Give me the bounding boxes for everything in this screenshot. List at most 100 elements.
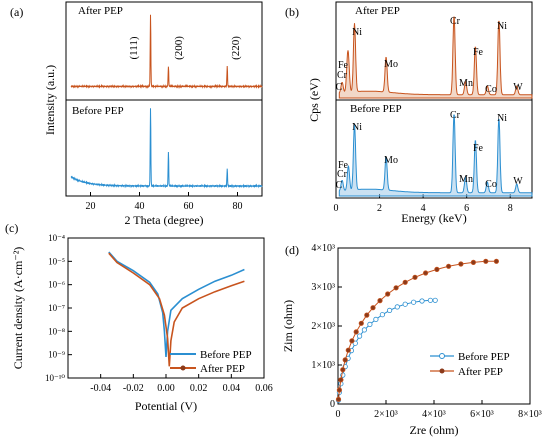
element-label-before: Co bbox=[485, 179, 497, 190]
annotation-111: (111) bbox=[128, 36, 140, 59]
chart-d-point-after bbox=[393, 285, 399, 291]
chart-d-point-after bbox=[458, 261, 464, 267]
chart-d-series bbox=[335, 258, 499, 403]
chart-c-ytick-label: 10⁻⁷ bbox=[48, 303, 65, 313]
chart-c-ytick-label: 10⁻⁶ bbox=[48, 280, 65, 290]
chart-d-point-after bbox=[335, 396, 342, 402]
element-label-before: Ni bbox=[352, 122, 362, 133]
chart-d-point-after bbox=[349, 338, 355, 344]
chart-d-ytick-label: 4×10³ bbox=[311, 243, 335, 254]
panel-label-a: (a) bbox=[10, 5, 23, 19]
chart-d-frame bbox=[337, 247, 531, 405]
chart-c-legend: Before PEP After PEP bbox=[170, 349, 252, 375]
chart-d-xtick-label: 2×10³ bbox=[374, 409, 398, 420]
chart-c-ytick-label: 10⁻¹⁰ bbox=[45, 373, 65, 383]
element-label-before: Mo bbox=[384, 155, 398, 166]
chart-d-point-after bbox=[358, 320, 364, 326]
chart-d-point-after bbox=[377, 297, 383, 304]
element-label-before: Cr bbox=[337, 169, 348, 180]
chart-c-line-after bbox=[108, 252, 245, 367]
chart-c-xlabel: Potential (V) bbox=[135, 399, 197, 413]
element-label-before: C bbox=[336, 180, 343, 191]
chart-b-xtick-label: 4 bbox=[421, 203, 426, 214]
element-label-after: Fe bbox=[473, 47, 484, 58]
chart-d-point-before bbox=[432, 297, 438, 303]
chart-d-point-before bbox=[361, 327, 367, 333]
legend-d-after-label: After PEP bbox=[458, 366, 503, 378]
chart-d-xtick-label: 8×10³ bbox=[518, 409, 542, 420]
chart-d-xtick-label: 0 bbox=[336, 409, 341, 420]
chart-d-point-after bbox=[336, 387, 342, 393]
chart-a-frame bbox=[65, 1, 263, 197]
chart-d-ticks: 0 2×10³ 4×10³ 6×10³ 8×10³ 0 1×10³ 2×10³ 3×10³ 4×1… bbox=[311, 243, 541, 420]
chart-b-xtick-label: 2 bbox=[377, 203, 382, 214]
chart-d-xtick-label: 6×10³ bbox=[470, 409, 494, 420]
chart-a-ylabel: Intensity (a.u.) bbox=[43, 65, 57, 135]
chart-d-point-after bbox=[470, 259, 476, 265]
chart-d-point-after bbox=[370, 305, 376, 311]
legend-after-marker bbox=[180, 365, 186, 371]
chart-c-xtick-label: -0.04 bbox=[90, 383, 111, 394]
chart-d-point-before bbox=[356, 333, 363, 339]
legend-d-before-label: Before PEP bbox=[458, 351, 510, 363]
chart-d: 0 2×10³ 4×10³ 6×10³ 8×10³ 0 1×10³ 2×10³ 3×10³ 4×1… bbox=[281, 243, 542, 437]
chart-c-xtick-label: -0.02 bbox=[123, 383, 144, 394]
chart-c-line-before bbox=[108, 251, 245, 358]
chart-d-point-after bbox=[353, 329, 359, 335]
annotation-220: (220) bbox=[230, 36, 242, 60]
chart-d-ytick-label: 0 bbox=[330, 399, 335, 410]
chart-d-point-before bbox=[419, 298, 425, 304]
chart-d-xlabel: Zre (ohm) bbox=[410, 423, 459, 437]
chart-d-point-after bbox=[342, 357, 348, 363]
chart-a-xlabel: 2 Theta (degree) bbox=[124, 213, 203, 227]
chart-a-series bbox=[70, 14, 263, 189]
element-label-after: C bbox=[336, 82, 343, 93]
chart-c-xtick-label: 0.06 bbox=[255, 383, 273, 394]
element-label-after: Mo bbox=[384, 59, 398, 70]
element-label-after: Mn bbox=[459, 78, 473, 89]
element-label-before: Mn bbox=[459, 174, 473, 185]
chart-d-point-before bbox=[352, 340, 358, 346]
chart-c-xtick-label: 0.04 bbox=[223, 383, 241, 394]
chart-d-ytick-label: 2×10³ bbox=[311, 321, 335, 332]
chart-c-ytick-label: 10⁻⁹ bbox=[48, 350, 65, 360]
chart-b-after-label: After PEP bbox=[355, 5, 400, 17]
element-label-after: Ni bbox=[352, 27, 362, 38]
chart-d-ytick-label: 3×10³ bbox=[311, 282, 335, 293]
chart-c-ytick-label: 10⁻⁸ bbox=[48, 326, 65, 336]
chart-c-ticks: -0.04 -0.02 0.00 0.02 0.04 0.06 10⁻¹⁰ 10⁻⁹ 10⁻⁸ 1… bbox=[45, 233, 273, 394]
element-label-before: W bbox=[513, 176, 523, 187]
element-label-after: W bbox=[513, 82, 523, 93]
legend-before-label: Before PEP bbox=[200, 349, 252, 361]
chart-d-point-before bbox=[402, 301, 408, 307]
chart-d-point-after bbox=[340, 367, 346, 373]
chart-b-xtick-label: 6 bbox=[464, 203, 469, 214]
element-label-after: Ni bbox=[497, 21, 507, 32]
chart-a-after-label: After PEP bbox=[78, 5, 123, 17]
chart-d-point-after bbox=[345, 347, 351, 353]
panel-label-d: (d) bbox=[285, 243, 299, 257]
chart-d-point-before bbox=[427, 297, 433, 303]
chart-a: 20 40 60 80 2 Theta (degree) Intensity (a.u… bbox=[43, 1, 263, 227]
chart-b-xtick-label: 0 bbox=[334, 203, 339, 214]
element-label-after: Co bbox=[485, 84, 497, 95]
chart-d-legend: Before PEP After PEP bbox=[430, 351, 510, 378]
chart-c-ylabel: Current density (A·cm⁻²) bbox=[11, 247, 25, 370]
chart-d-ylabel: Zim (ohm) bbox=[281, 300, 295, 352]
legend-after-label: After PEP bbox=[200, 363, 245, 375]
element-label-before: Fe bbox=[473, 143, 484, 154]
chart-d-point-after bbox=[412, 274, 418, 280]
chart-a-line-before bbox=[70, 108, 263, 189]
element-label-before: Cr bbox=[450, 110, 461, 121]
element-label-after: Cr bbox=[450, 16, 461, 27]
chart-d-ytick-label: 1×10³ bbox=[311, 360, 335, 371]
chart-b-spectrum-after bbox=[338, 16, 533, 99]
panel-label-b: (b) bbox=[285, 5, 299, 19]
chart-c: -0.04 -0.02 0.00 0.02 0.04 0.06 10⁻¹⁰ 10⁻⁹ 10⁻⁸ 1… bbox=[11, 233, 273, 413]
chart-c-ytick-label: 10⁻⁴ bbox=[48, 233, 65, 243]
chart-d-point-after bbox=[483, 258, 489, 264]
chart-d-point-after bbox=[493, 258, 499, 264]
